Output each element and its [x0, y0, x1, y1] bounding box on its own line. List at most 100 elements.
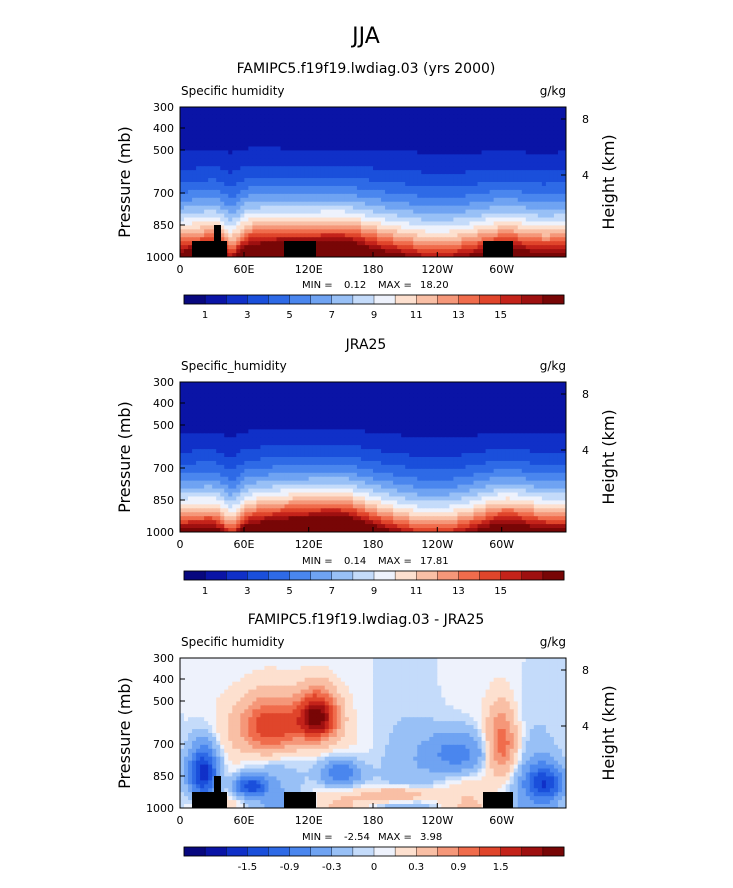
- field-cell: [533, 225, 539, 230]
- field-cell: [457, 114, 463, 120]
- field-cell: [557, 385, 563, 391]
- field-cell: [405, 146, 410, 152]
- field-cell: [220, 409, 225, 415]
- field-cell: [437, 138, 442, 144]
- field-cell: [256, 162, 262, 167]
- field-cell: [240, 130, 245, 136]
- field-cell: [220, 405, 225, 411]
- field-cell: [328, 178, 334, 183]
- field-cell: [405, 213, 410, 219]
- field-cell: [473, 114, 479, 120]
- field-cell: [421, 389, 426, 395]
- field-cell: [272, 122, 278, 128]
- field-cell: [252, 189, 257, 195]
- field-cell: [300, 126, 306, 132]
- field-cell: [521, 393, 527, 399]
- field-cell: [481, 170, 487, 175]
- field-cell: [509, 193, 515, 199]
- field-cell: [465, 193, 471, 199]
- field-cell: [360, 138, 366, 144]
- field-cell: [316, 170, 322, 175]
- field-cell: [324, 393, 330, 399]
- field-cell: [509, 401, 515, 407]
- field-cell: [477, 253, 483, 257]
- field-cell: [204, 126, 209, 132]
- field-cell: [497, 130, 503, 136]
- field-cell: [312, 134, 318, 140]
- field-cell: [368, 185, 374, 191]
- field-cell: [405, 409, 410, 415]
- field-cell: [505, 126, 511, 132]
- field-cell: [545, 217, 551, 223]
- field-cell: [421, 174, 426, 179]
- field-cell: [453, 205, 459, 211]
- field-cell: [501, 110, 507, 116]
- field-cell: [469, 385, 475, 391]
- field-cell: [368, 130, 374, 136]
- field-cell: [208, 397, 213, 403]
- field-cell: [324, 107, 330, 112]
- field-cell: [557, 189, 563, 195]
- field-cell: [485, 213, 491, 219]
- field-cell: [224, 150, 229, 155]
- field-cell: [304, 409, 310, 415]
- field-cell: [517, 229, 523, 234]
- field-cell: [553, 405, 559, 411]
- field-cell: [521, 122, 527, 128]
- field-cell: [381, 401, 386, 407]
- field-cell: [553, 241, 559, 246]
- field-cell: [501, 213, 507, 219]
- field-cell: [368, 249, 374, 254]
- field-cell: [529, 150, 535, 155]
- field-cell: [268, 150, 274, 155]
- field-cell: [557, 253, 563, 257]
- field-cell: [549, 382, 555, 387]
- field-cell: [445, 162, 450, 167]
- field-cell: [304, 389, 310, 395]
- field-cell: [196, 209, 201, 215]
- field-cell: [441, 405, 446, 411]
- field-cell: [204, 142, 209, 148]
- field-cell: [373, 393, 378, 399]
- field-cell: [180, 118, 185, 124]
- field-cell: [429, 182, 434, 187]
- field-cell: [268, 170, 274, 175]
- field-cell: [248, 225, 253, 230]
- max-value: 18.20: [420, 280, 449, 291]
- field-cell: [461, 174, 467, 179]
- field-cell: [204, 409, 209, 415]
- field-cell: [401, 166, 406, 171]
- field-cell: [425, 166, 430, 171]
- field-cell: [244, 382, 249, 387]
- field-cell: [533, 393, 539, 399]
- field-cell: [465, 405, 471, 411]
- field-cell: [200, 142, 205, 148]
- field-cell: [497, 185, 503, 191]
- field-cell: [493, 233, 499, 238]
- field-cell: [417, 201, 422, 207]
- field-cell: [360, 166, 366, 171]
- field-cell: [196, 170, 201, 175]
- field-cell: [228, 425, 233, 430]
- field-cell: [356, 397, 362, 403]
- field-cell: [264, 146, 270, 152]
- field-cell: [344, 150, 350, 155]
- field-cell: [389, 201, 394, 207]
- field-cell: [228, 213, 233, 219]
- field-cell: [236, 126, 241, 132]
- field-cell: [537, 114, 543, 120]
- field-cell: [501, 185, 507, 191]
- field-cell: [457, 229, 463, 234]
- field-cell: [517, 197, 523, 203]
- field-cell: [549, 429, 555, 434]
- field-cell: [545, 130, 551, 136]
- field-cell: [316, 122, 322, 128]
- field-cell: [425, 158, 430, 163]
- field-cell: [381, 201, 386, 207]
- field-cell: [212, 221, 217, 227]
- field-cell: [292, 150, 298, 155]
- field-cell: [445, 217, 450, 223]
- field-cell: [513, 110, 519, 116]
- field-cell: [216, 130, 221, 136]
- min-value: 0.12: [344, 280, 366, 291]
